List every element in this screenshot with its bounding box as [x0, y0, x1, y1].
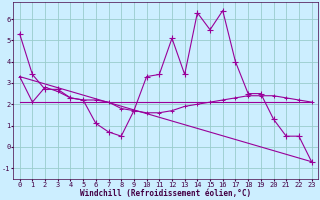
X-axis label: Windchill (Refroidissement éolien,°C): Windchill (Refroidissement éolien,°C)	[80, 189, 251, 198]
